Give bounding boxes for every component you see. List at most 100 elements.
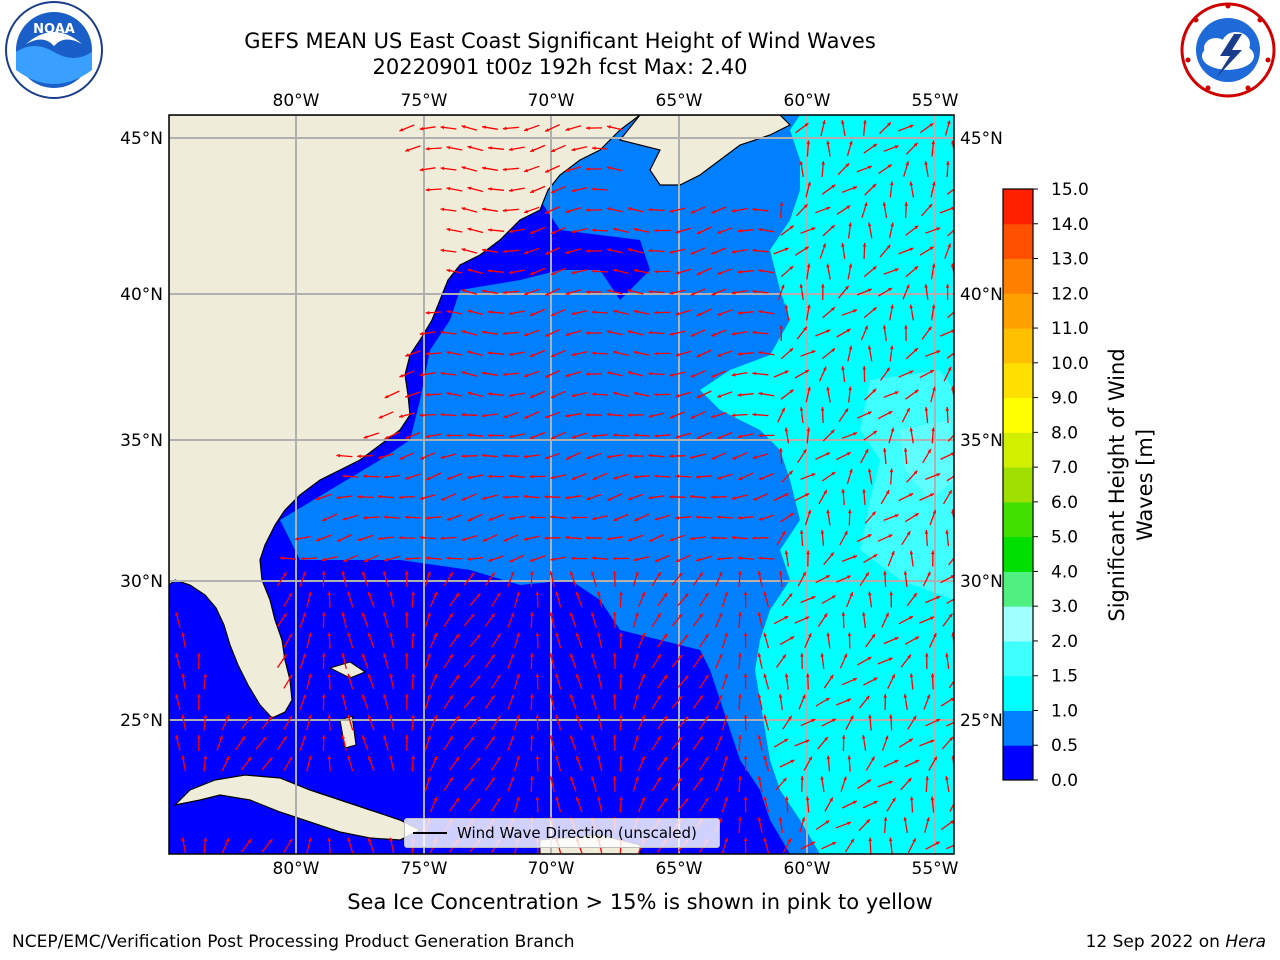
wind-wave-arrowhead bbox=[788, 715, 792, 720]
bottom-lon-label: 80°W bbox=[273, 859, 320, 879]
wind-wave-arrowhead bbox=[690, 494, 694, 499]
wind-wave-arrowhead bbox=[516, 673, 520, 678]
wind-wave-arrowhead bbox=[914, 348, 918, 352]
wind-wave-arrowhead bbox=[225, 756, 230, 761]
wind-wave-arrowhead bbox=[571, 270, 576, 275]
colorbar-segment bbox=[1003, 675, 1033, 711]
colorbar-tick-label: 14.0 bbox=[1051, 215, 1089, 235]
wind-wave-arrowhead bbox=[427, 612, 431, 617]
wind-wave-arrowhead bbox=[738, 817, 742, 821]
wind-wave-arrowhead bbox=[787, 838, 791, 843]
wind-wave-arrowhead bbox=[347, 837, 351, 842]
wind-wave-arrowhead bbox=[955, 430, 959, 434]
wind-wave-arrowhead bbox=[806, 550, 810, 555]
wind-wave-arrowhead bbox=[731, 291, 736, 295]
wind-wave-arrowhead bbox=[872, 388, 877, 393]
wind-wave-arrowhead bbox=[633, 309, 638, 314]
wind-wave-arrowhead bbox=[327, 673, 332, 678]
wind-wave-arrowhead bbox=[613, 476, 618, 480]
wind-wave-arrowhead bbox=[419, 331, 424, 336]
wind-wave-arrowhead bbox=[405, 353, 410, 357]
wind-wave-arrowhead bbox=[488, 351, 492, 355]
right-lat-label: 35°N bbox=[960, 431, 1003, 451]
wind-wave-arrowhead bbox=[203, 673, 208, 678]
wind-wave-arrowhead bbox=[957, 596, 961, 599]
wind-wave-arrowhead bbox=[675, 474, 679, 478]
legend-label: Wind Wave Direction (unscaled) bbox=[457, 824, 697, 842]
wind-wave-arrowhead bbox=[524, 373, 528, 378]
wind-wave-arrowhead bbox=[846, 329, 851, 333]
wind-wave-arrowhead bbox=[841, 612, 846, 616]
wind-wave-arrowhead bbox=[389, 755, 393, 760]
wind-wave-arrowhead bbox=[752, 289, 757, 294]
colorbar-segment bbox=[1003, 606, 1033, 642]
wind-wave-arrowhead bbox=[268, 757, 273, 762]
wind-wave-arrowhead bbox=[784, 673, 789, 678]
wind-wave-arrowhead bbox=[570, 735, 574, 740]
wind-wave-arrowhead bbox=[461, 497, 466, 501]
wind-wave-arrowhead bbox=[704, 756, 709, 761]
wind-wave-arrowhead bbox=[657, 695, 661, 700]
wind-wave-arrowhead bbox=[503, 538, 508, 542]
wind-wave-arrowhead bbox=[482, 496, 487, 500]
wind-wave-arrowhead bbox=[363, 558, 368, 562]
wind-wave-arrowhead bbox=[717, 394, 722, 398]
wind-wave-arrowhead bbox=[778, 571, 783, 575]
wind-wave-arrowhead bbox=[384, 515, 388, 519]
wind-wave-arrowhead bbox=[628, 537, 633, 542]
wind-wave-arrowhead bbox=[467, 227, 472, 232]
wind-wave-arrowhead bbox=[956, 225, 960, 229]
wind-wave-arrowhead bbox=[690, 333, 695, 337]
wind-wave-arrowhead bbox=[807, 304, 811, 309]
right-lat-label: 30°N bbox=[960, 572, 1003, 592]
wind-wave-arrowhead bbox=[545, 169, 550, 173]
wind-wave-arrowhead bbox=[888, 657, 893, 661]
wind-wave-arrowhead bbox=[711, 292, 716, 296]
wind-wave-arrowhead bbox=[711, 251, 716, 255]
wind-wave-arrowhead bbox=[551, 230, 556, 234]
wind-wave-arrowhead bbox=[607, 289, 611, 293]
wind-wave-arrowhead bbox=[592, 351, 596, 355]
wind-wave-arrowhead bbox=[591, 653, 595, 658]
wind-wave-arrowhead bbox=[613, 350, 617, 355]
wind-wave-arrowhead bbox=[635, 776, 639, 781]
wind-wave-arrowhead bbox=[368, 838, 372, 842]
wind-wave-arrowhead bbox=[648, 453, 653, 458]
wind-wave-arrowhead bbox=[476, 716, 481, 721]
wind-wave-arrowhead bbox=[524, 250, 528, 255]
wind-wave-arrowhead bbox=[341, 694, 346, 699]
wind-wave-arrowhead bbox=[848, 386, 852, 391]
wind-wave-arrowhead bbox=[612, 571, 617, 575]
wind-wave-arrowhead bbox=[633, 433, 638, 437]
wind-wave-arrowhead bbox=[635, 694, 639, 699]
wind-wave-arrowhead bbox=[592, 434, 596, 438]
wind-wave-arrowhead bbox=[871, 511, 876, 516]
wind-wave-arrowhead bbox=[781, 284, 785, 289]
wind-wave-arrowhead bbox=[925, 653, 929, 657]
wind-wave-arrowhead bbox=[570, 776, 574, 781]
wind-wave-arrowhead bbox=[586, 455, 591, 460]
wind-wave-arrowhead bbox=[805, 493, 810, 497]
wind-wave-arrowhead bbox=[704, 715, 709, 720]
wind-wave-arrowhead bbox=[627, 413, 632, 417]
wind-wave-arrowhead bbox=[327, 755, 332, 760]
wind-wave-arrowhead bbox=[804, 246, 809, 251]
wind-wave-arrowhead bbox=[378, 455, 383, 459]
wind-wave-arrowhead bbox=[488, 474, 492, 479]
wind-wave-arrowhead bbox=[175, 653, 179, 658]
wind-wave-arrowhead bbox=[597, 755, 601, 760]
wind-wave-arrowhead bbox=[873, 554, 878, 558]
wind-wave-arrowhead bbox=[302, 571, 306, 576]
wind-wave-arrowhead bbox=[576, 715, 580, 719]
wind-wave-arrowhead bbox=[565, 456, 570, 460]
wind-wave-arrowhead bbox=[440, 412, 445, 417]
wind-wave-arrowhead bbox=[571, 556, 575, 561]
wind-wave-arrowhead bbox=[718, 694, 723, 699]
wind-wave-arrowhead bbox=[678, 572, 683, 577]
wind-wave-arrowhead bbox=[950, 820, 954, 824]
top-lon-label: 75°W bbox=[401, 91, 448, 111]
wind-wave-arrowhead bbox=[886, 244, 891, 249]
wind-wave-arrowhead bbox=[782, 654, 786, 659]
wind-wave-arrowhead bbox=[758, 269, 763, 273]
wind-wave-arrowhead bbox=[425, 311, 430, 315]
